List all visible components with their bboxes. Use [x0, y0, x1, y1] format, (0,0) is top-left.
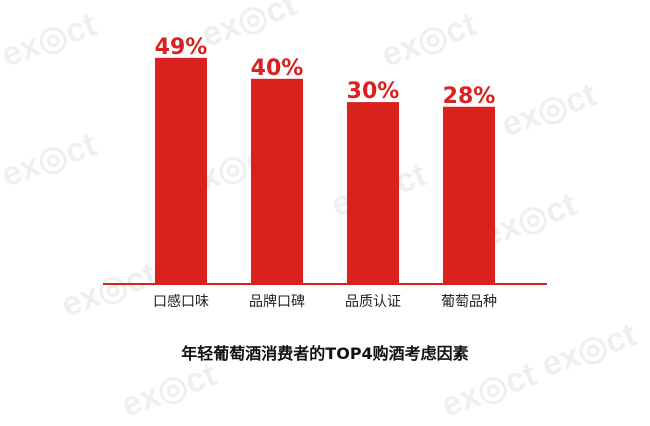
data-label: 28%	[443, 84, 496, 109]
x-tick-label: 品牌口碑	[249, 293, 305, 310]
data-label: 30%	[347, 79, 400, 104]
data-label: 49%	[155, 35, 208, 60]
bar	[347, 102, 399, 284]
bar	[443, 106, 495, 284]
x-tick-label: 品质认证	[345, 294, 401, 310]
data-label: 40%	[251, 56, 304, 81]
chart-title: 年轻葡萄酒消费者的TOP4购酒考虑因素	[181, 344, 469, 363]
x-tick-label: 口感口味	[153, 293, 209, 310]
x-tick-label: 葡萄品种	[441, 294, 497, 310]
bar	[155, 57, 207, 284]
bar-chart: 49% 口感口味 40% 品牌口碑 30% 品质认证 28% 葡萄品种	[103, 35, 547, 310]
bar	[251, 78, 303, 284]
